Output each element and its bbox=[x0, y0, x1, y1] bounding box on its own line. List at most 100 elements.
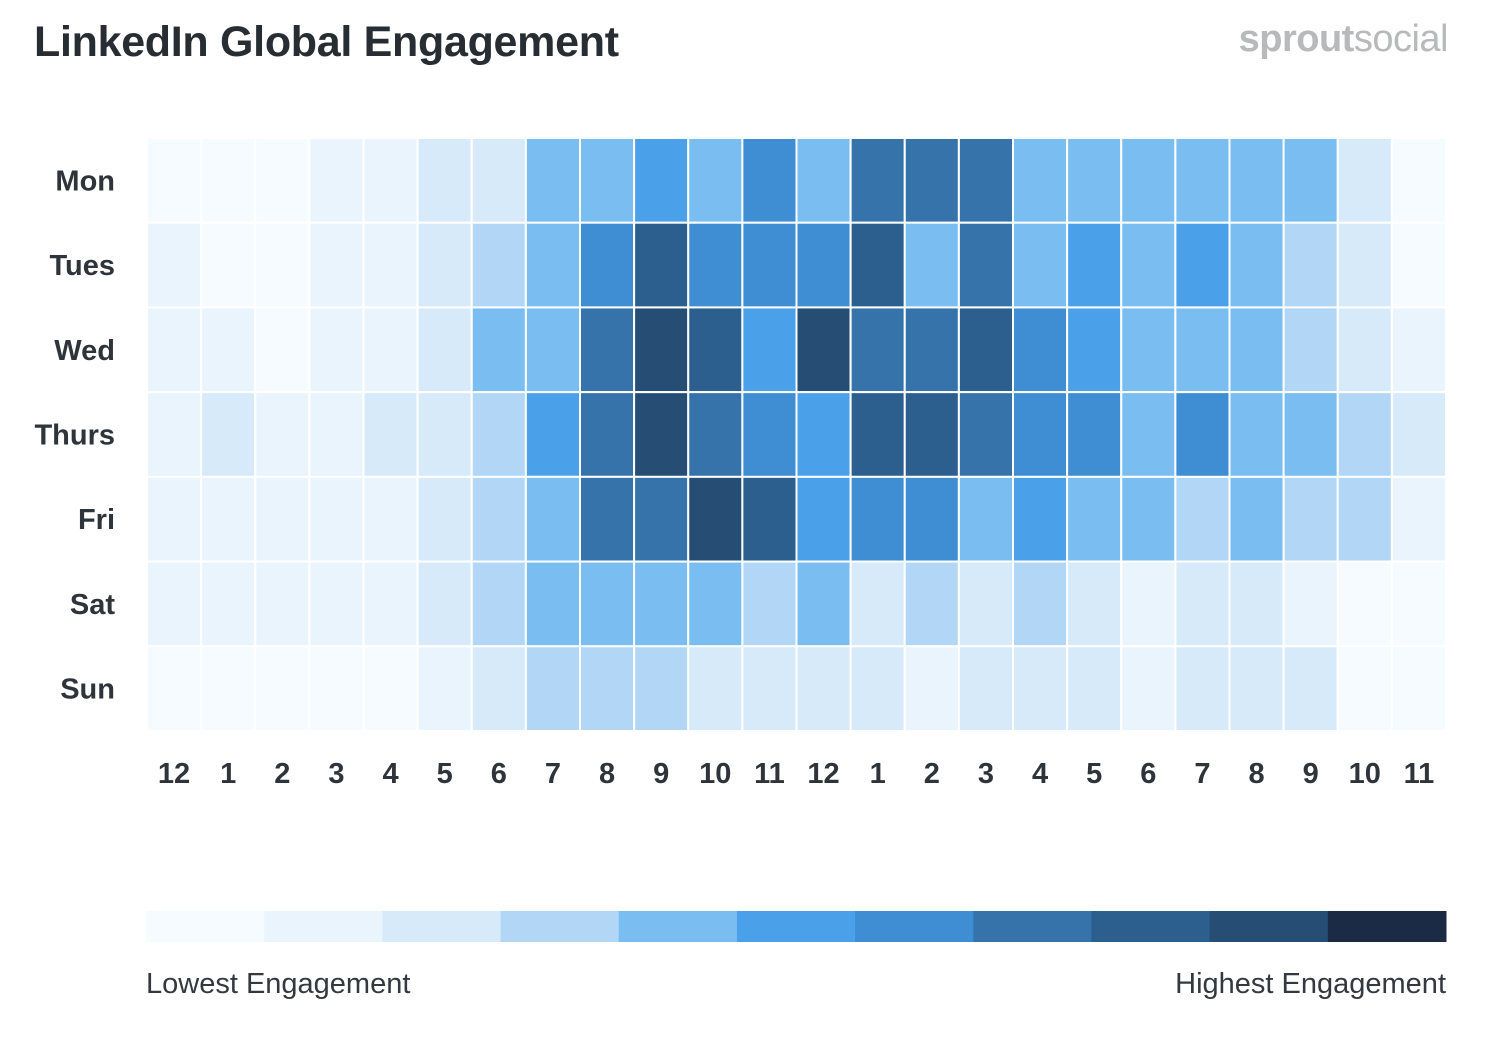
heatmap-cell-mon-3 bbox=[308, 137, 365, 224]
heatmap-cell-fri-22 bbox=[1336, 475, 1393, 563]
heatmap-cell-sun-2 bbox=[254, 645, 311, 732]
heatmap-cell-mon-22 bbox=[1336, 137, 1393, 224]
heatmap-cell-tues-7 bbox=[524, 221, 581, 309]
legend-step-10 bbox=[1327, 911, 1447, 942]
heatmap-cell-thurs-13 bbox=[849, 391, 906, 478]
heatmap-cell-wed-15 bbox=[957, 306, 1014, 394]
row-label-mon: Mon bbox=[55, 165, 115, 197]
legend-step-1 bbox=[264, 911, 383, 942]
column-label-18: 6 bbox=[1140, 758, 1156, 790]
heatmap-cell-mon-9 bbox=[633, 137, 690, 224]
heatmap-cell-wed-12 bbox=[795, 306, 852, 394]
column-label-23: 11 bbox=[1404, 758, 1435, 790]
legend-step-4 bbox=[618, 911, 738, 942]
heatmap-cell-sun-9 bbox=[633, 645, 690, 732]
row-label-thurs: Thurs bbox=[34, 420, 115, 452]
heatmap-cell-wed-9 bbox=[633, 306, 690, 394]
column-label-7: 7 bbox=[545, 758, 561, 790]
heatmap-cell-mon-23 bbox=[1390, 137, 1447, 224]
heatmap-cell-sat-3 bbox=[308, 560, 365, 648]
legend-step-3 bbox=[500, 911, 620, 942]
legend-step-6 bbox=[855, 911, 974, 942]
heatmap-cell-sat-23 bbox=[1390, 560, 1447, 648]
legend-step-5 bbox=[736, 911, 856, 942]
heatmap-cell-tues-9 bbox=[633, 221, 690, 309]
row-labels: Mon Tues Wed Thurs Fri Sat Sun bbox=[34, 165, 115, 705]
heatmap-cell-mon-6 bbox=[470, 137, 527, 224]
column-label-21: 9 bbox=[1303, 758, 1319, 790]
heatmap-cell-wed-22 bbox=[1336, 306, 1393, 394]
heatmap-cell-sun-4 bbox=[362, 645, 419, 732]
heatmap-cell-thurs-14 bbox=[903, 391, 960, 478]
column-label-1: 1 bbox=[220, 758, 236, 790]
column-label-10: 10 bbox=[699, 758, 731, 790]
column-label-13: 1 bbox=[870, 758, 886, 790]
heatmap-cell-wed-0 bbox=[146, 306, 203, 394]
heatmap-cell-mon-7 bbox=[524, 137, 581, 224]
heatmap-cell-thurs-1 bbox=[200, 391, 257, 478]
heatmap-cell-fri-9 bbox=[633, 475, 690, 563]
heatmap-cell-sat-16 bbox=[1012, 560, 1069, 648]
heatmap-cell-thurs-10 bbox=[687, 391, 744, 478]
row-label-tues: Tues bbox=[49, 250, 115, 282]
column-label-19: 7 bbox=[1194, 758, 1210, 790]
heatmap-cell-sat-21 bbox=[1282, 560, 1339, 648]
heatmap-cell-sat-19 bbox=[1174, 560, 1231, 648]
heatmap-cell-thurs-15 bbox=[957, 391, 1014, 478]
legend-high-label: Highest Engagement bbox=[1175, 968, 1446, 1000]
heatmap-cell-fri-19 bbox=[1174, 475, 1231, 563]
heatmap-cell-sun-13 bbox=[849, 645, 906, 732]
heatmap-cell-sat-8 bbox=[579, 560, 636, 648]
legend-step-7 bbox=[973, 911, 1092, 942]
heatmap-cell-sat-4 bbox=[362, 560, 419, 648]
heatmap-cell-sat-11 bbox=[741, 560, 798, 648]
column-label-0: 12 bbox=[158, 758, 190, 790]
heatmap-cell-fri-3 bbox=[308, 475, 365, 563]
heatmap-cell-fri-13 bbox=[849, 475, 906, 563]
column-label-4: 4 bbox=[382, 758, 398, 790]
heatmap-cell-wed-8 bbox=[579, 306, 636, 394]
heatmap-cell-sat-2 bbox=[254, 560, 311, 648]
heatmap-cell-tues-19 bbox=[1174, 221, 1231, 309]
heatmap-cell-sat-18 bbox=[1120, 560, 1177, 648]
legend-low-label: Lowest Engagement bbox=[146, 968, 411, 1000]
column-label-12: 12 bbox=[807, 758, 839, 790]
heatmap-cell-wed-16 bbox=[1012, 306, 1069, 394]
heatmap-cell-fri-4 bbox=[362, 475, 419, 563]
heatmap-cell-mon-8 bbox=[579, 137, 636, 224]
column-label-16: 4 bbox=[1032, 758, 1048, 790]
legend-step-2 bbox=[382, 911, 502, 942]
heatmap-cell-tues-21 bbox=[1282, 221, 1339, 309]
heatmap-cell-tues-5 bbox=[416, 221, 473, 309]
column-label-3: 3 bbox=[328, 758, 344, 790]
heatmap-cell-mon-13 bbox=[849, 137, 906, 224]
heatmap-cell-mon-20 bbox=[1228, 137, 1285, 224]
heatmap-cell-sat-10 bbox=[687, 560, 744, 648]
heatmap-cell-sun-15 bbox=[957, 645, 1014, 732]
heatmap-cell-thurs-20 bbox=[1228, 391, 1285, 478]
heatmap-cell-mon-5 bbox=[416, 137, 473, 224]
heatmap-cell-tues-11 bbox=[741, 221, 798, 309]
heatmap-cell-mon-15 bbox=[957, 137, 1014, 224]
heatmap-cell-fri-18 bbox=[1120, 475, 1177, 563]
heatmap-cell-sat-9 bbox=[633, 560, 690, 648]
heatmap-cell-sun-14 bbox=[903, 645, 960, 732]
heatmap-cells bbox=[146, 137, 1447, 732]
heatmap-cell-tues-16 bbox=[1012, 221, 1069, 309]
heatmap-cell-sat-7 bbox=[524, 560, 581, 648]
heatmap-cell-thurs-19 bbox=[1174, 391, 1231, 478]
heatmap-cell-tues-15 bbox=[957, 221, 1014, 309]
column-label-15: 3 bbox=[978, 758, 994, 790]
heatmap-cell-sun-11 bbox=[741, 645, 798, 732]
heatmap-cell-tues-8 bbox=[579, 221, 636, 309]
column-label-5: 5 bbox=[437, 758, 453, 790]
brand-logo-part1: sprout bbox=[1238, 18, 1355, 60]
heatmap-cell-wed-20 bbox=[1228, 306, 1285, 394]
heatmap-cell-tues-18 bbox=[1120, 221, 1177, 309]
heatmap-cell-thurs-17 bbox=[1066, 391, 1123, 478]
heatmap-cell-wed-4 bbox=[362, 306, 419, 394]
heatmap-cell-wed-21 bbox=[1282, 306, 1339, 394]
heatmap-cell-sun-23 bbox=[1390, 645, 1447, 732]
heatmap-cell-sun-8 bbox=[579, 645, 636, 732]
